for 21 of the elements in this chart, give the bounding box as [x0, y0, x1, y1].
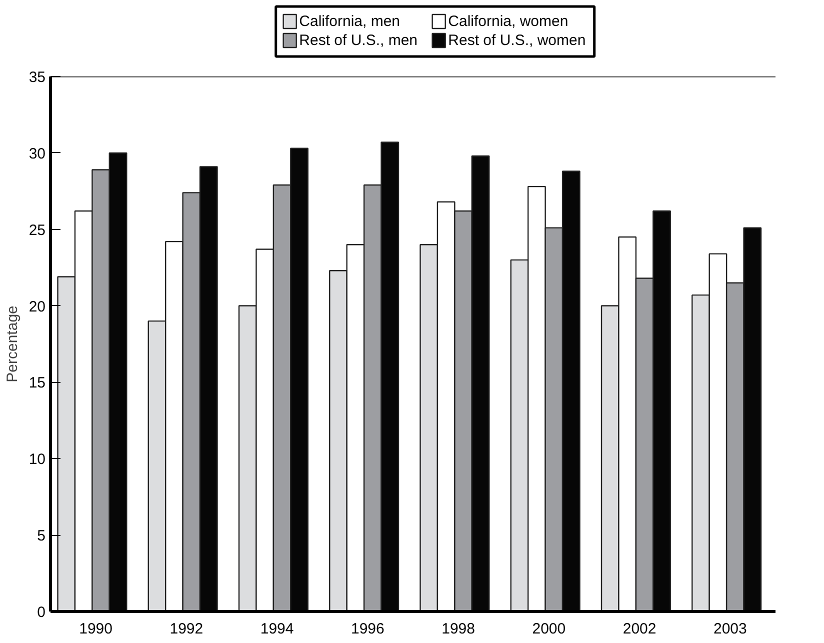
x-tick-label: 2002	[622, 620, 656, 638]
y-tick-label: 35	[28, 69, 46, 86]
y-axis-title: Percentage	[4, 306, 21, 382]
legend-label: Rest of U.S., men	[299, 32, 418, 49]
x-tick-label: 1990	[79, 620, 113, 638]
y-tick-label: 10	[28, 451, 46, 468]
y-tick-label: 5	[37, 528, 46, 545]
y-tick-label: 15	[28, 374, 46, 392]
y-tick-label: 30	[28, 145, 46, 162]
y-tick-label: 0	[37, 604, 46, 621]
x-tick-label: 1992	[170, 620, 204, 638]
legend-label: California, women	[448, 13, 568, 30]
legend-label: Rest of U.S., women	[448, 32, 586, 49]
x-tick-label: 1996	[351, 620, 384, 638]
legend-label: California, men	[299, 13, 400, 30]
y-tick-label: 25	[28, 222, 46, 239]
y-tick-label: 20	[28, 298, 46, 316]
x-tick-label: 1998	[442, 620, 476, 638]
x-tick-label: 1994	[260, 620, 294, 638]
x-tick-label: 2003	[714, 620, 747, 638]
x-tick-label: 2000	[532, 620, 566, 638]
